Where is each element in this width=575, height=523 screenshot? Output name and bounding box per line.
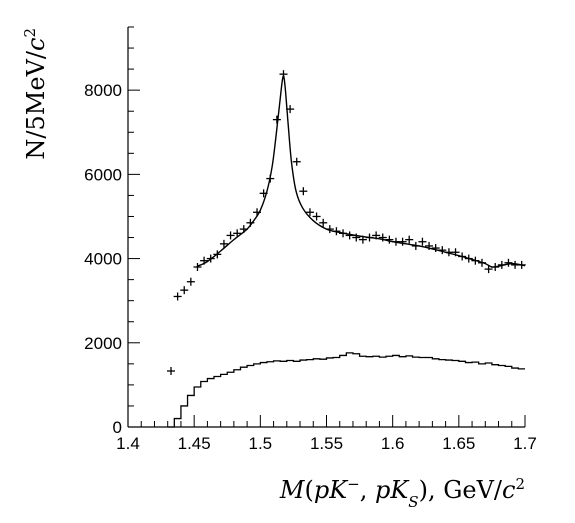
axis-title-part: M xyxy=(279,476,306,504)
data-point xyxy=(286,105,295,114)
data-point xyxy=(206,254,215,263)
y-tick-label: 4000 xyxy=(84,250,122,269)
axis-title-part: ( xyxy=(304,476,313,504)
x-tick-label: 1.7 xyxy=(513,434,537,453)
histogram-layer xyxy=(167,352,525,428)
x-tick-label: 1.4 xyxy=(116,434,140,453)
labels-layer: 0 2000 4000 6000 8000 1.4 1.45 1.5 1.55 1.6 1.65 1.… xyxy=(21,28,537,511)
data-point xyxy=(259,189,268,198)
axis-title-part: − xyxy=(347,475,360,493)
data-point xyxy=(299,187,308,196)
y-axis-title: N/5MeV/c2 xyxy=(21,28,50,160)
x-tick-label: 1.6 xyxy=(381,434,405,453)
axis-title-part: 2 xyxy=(21,28,39,38)
data-point xyxy=(497,260,506,269)
fit-curve-layer xyxy=(197,75,526,268)
data-point xyxy=(438,246,447,255)
data-point xyxy=(200,256,209,265)
data-point xyxy=(372,231,381,240)
data-point xyxy=(378,233,387,242)
x-tick-label: 1.5 xyxy=(249,434,273,453)
y-tick-label: 2000 xyxy=(84,334,122,353)
axis-title-part: pK xyxy=(375,476,410,504)
data-point xyxy=(193,263,202,271)
data-point xyxy=(464,254,473,263)
data-point xyxy=(319,218,328,227)
data-point xyxy=(246,218,255,227)
data-point xyxy=(411,241,420,250)
data-point xyxy=(213,250,222,259)
data-points-layer xyxy=(167,70,526,375)
data-point xyxy=(345,231,354,240)
data-point xyxy=(266,174,275,183)
x-tick-label: 1.65 xyxy=(442,434,475,453)
x-tick-label: 1.45 xyxy=(178,434,211,453)
axis-title-part: c xyxy=(22,38,50,51)
data-point xyxy=(398,237,407,246)
data-point xyxy=(173,292,182,301)
fit-curve-line xyxy=(197,75,526,268)
data-point xyxy=(239,225,248,234)
data-point xyxy=(186,277,195,286)
data-point xyxy=(365,233,374,242)
x-tick-label: 1.55 xyxy=(310,434,343,453)
data-point xyxy=(325,225,334,234)
axis-title-part: c xyxy=(502,476,515,504)
data-point xyxy=(219,239,228,248)
data-point xyxy=(385,235,394,244)
data-point xyxy=(418,237,427,246)
axis-title-part: 2 xyxy=(515,475,525,493)
data-point xyxy=(451,248,460,257)
axis-title-part: pK xyxy=(314,476,349,504)
data-point xyxy=(358,235,367,244)
data-point xyxy=(491,263,500,271)
data-point xyxy=(292,157,301,166)
data-point xyxy=(332,227,341,236)
data-point xyxy=(431,244,440,253)
y-tick-label: 6000 xyxy=(84,165,122,184)
data-point xyxy=(504,258,513,267)
axis-title-part: ), GeV/ xyxy=(419,476,503,504)
data-point xyxy=(233,229,242,238)
data-point xyxy=(471,256,480,265)
y-tick-label: 0 xyxy=(113,418,122,437)
data-point xyxy=(339,229,348,238)
data-point xyxy=(272,115,281,124)
data-point xyxy=(279,70,288,79)
data-point xyxy=(312,212,321,221)
data-point xyxy=(305,208,314,217)
y-tick-label: 8000 xyxy=(84,81,122,100)
data-point xyxy=(477,258,486,267)
data-point xyxy=(517,260,526,269)
data-point xyxy=(352,233,361,242)
axis-title-part: S xyxy=(408,493,418,511)
data-point xyxy=(253,208,262,217)
data-point xyxy=(167,367,176,375)
axis-title-part: , xyxy=(360,476,375,504)
data-point xyxy=(458,252,467,261)
data-point xyxy=(180,286,189,295)
data-point xyxy=(484,265,493,274)
histogram-step-line xyxy=(167,352,525,428)
axes-layer xyxy=(127,26,526,428)
data-point xyxy=(425,241,434,250)
data-point xyxy=(405,235,414,244)
x-axis-title: M(pK−, pKS), GeV/c2 xyxy=(279,475,525,511)
data-point xyxy=(226,231,235,240)
axis-title-part: N/5MeV/ xyxy=(22,50,50,159)
